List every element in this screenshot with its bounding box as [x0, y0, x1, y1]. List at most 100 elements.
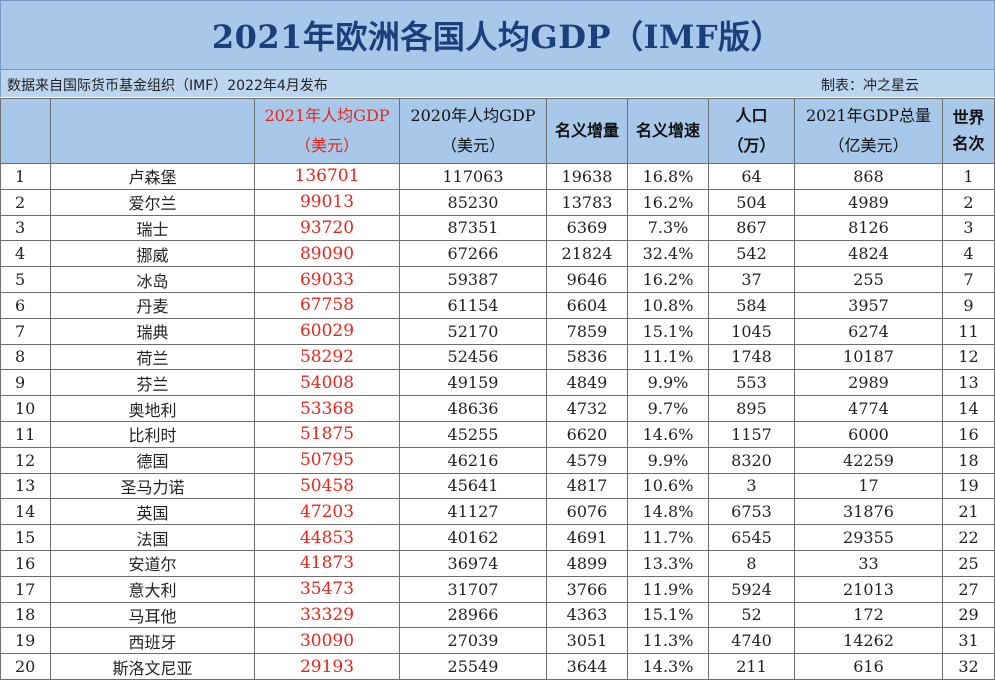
cell-nominal-growth[interactable]: 15.1%: [627, 317, 709, 345]
cell-population[interactable]: 542: [708, 240, 795, 268]
cell-rank[interactable]: 19: [0, 627, 51, 655]
cell-country[interactable]: 马耳他: [50, 601, 255, 629]
cell-nominal-increase[interactable]: 3644: [546, 653, 628, 680]
cell-world-rank[interactable]: 9: [942, 291, 995, 319]
cell-population[interactable]: 4740: [708, 627, 795, 655]
cell-country[interactable]: 芬兰: [50, 369, 255, 397]
cell-rank[interactable]: 15: [0, 524, 51, 551]
cell-gdp-total[interactable]: 21013: [794, 575, 943, 603]
cell-nominal-increase[interactable]: 4849: [546, 369, 628, 397]
cell-world-rank[interactable]: 1: [942, 163, 995, 190]
cell-country[interactable]: 挪威: [50, 240, 255, 268]
cell-rank[interactable]: 1: [0, 163, 51, 190]
cell-gdp-total[interactable]: 42259: [794, 446, 943, 474]
cell-nominal-increase[interactable]: 4817: [546, 472, 628, 500]
cell-gdp-2020[interactable]: 117063: [399, 163, 547, 190]
cell-gdp-2021[interactable]: 67758: [254, 291, 400, 319]
cell-nominal-growth[interactable]: 11.9%: [627, 575, 709, 603]
cell-world-rank[interactable]: 11: [942, 317, 995, 345]
cell-world-rank[interactable]: 12: [942, 343, 995, 371]
cell-country[interactable]: 冰岛: [50, 266, 255, 293]
cell-gdp-2021[interactable]: 54008: [254, 369, 400, 397]
cell-nominal-growth[interactable]: 15.1%: [627, 601, 709, 629]
cell-gdp-2020[interactable]: 41127: [399, 498, 547, 526]
cell-country[interactable]: 爱尔兰: [50, 188, 255, 216]
cell-nominal-increase[interactable]: 4732: [546, 395, 628, 422]
cell-population[interactable]: 1748: [708, 343, 795, 371]
cell-nominal-growth[interactable]: 14.8%: [627, 498, 709, 526]
cell-gdp-2021[interactable]: 99013: [254, 188, 400, 216]
cell-gdp-2021[interactable]: 51875: [254, 420, 400, 448]
cell-nominal-increase[interactable]: 4579: [546, 446, 628, 474]
cell-nominal-increase[interactable]: 4691: [546, 524, 628, 551]
cell-gdp-2020[interactable]: 40162: [399, 524, 547, 551]
cell-rank[interactable]: 6: [0, 291, 51, 319]
cell-nominal-growth[interactable]: 16.8%: [627, 163, 709, 190]
cell-rank[interactable]: 4: [0, 240, 51, 268]
cell-country[interactable]: 丹麦: [50, 291, 255, 319]
cell-gdp-total[interactable]: 33: [794, 549, 943, 577]
cell-gdp-total[interactable]: 31876: [794, 498, 943, 526]
cell-country[interactable]: 卢森堡: [50, 163, 255, 190]
cell-world-rank[interactable]: 27: [942, 575, 995, 603]
cell-gdp-2020[interactable]: 45641: [399, 472, 547, 500]
cell-gdp-total[interactable]: 4824: [794, 240, 943, 268]
cell-gdp-total[interactable]: 4989: [794, 188, 943, 216]
cell-population[interactable]: 52: [708, 601, 795, 629]
cell-population[interactable]: 1157: [708, 420, 795, 448]
cell-rank[interactable]: 9: [0, 369, 51, 397]
cell-gdp-2020[interactable]: 85230: [399, 188, 547, 216]
cell-world-rank[interactable]: 25: [942, 549, 995, 577]
cell-population[interactable]: 584: [708, 291, 795, 319]
cell-nominal-increase[interactable]: 19638: [546, 163, 628, 190]
cell-gdp-2020[interactable]: 25549: [399, 653, 547, 680]
cell-gdp-total[interactable]: 29355: [794, 524, 943, 551]
cell-gdp-2021[interactable]: 29193: [254, 653, 400, 680]
cell-nominal-growth[interactable]: 11.7%: [627, 524, 709, 551]
cell-gdp-2020[interactable]: 87351: [399, 214, 547, 242]
cell-gdp-total[interactable]: 6000: [794, 420, 943, 448]
cell-nominal-growth[interactable]: 9.9%: [627, 446, 709, 474]
cell-country[interactable]: 安道尔: [50, 549, 255, 577]
cell-country[interactable]: 比利时: [50, 420, 255, 448]
cell-gdp-2021[interactable]: 44853: [254, 524, 400, 551]
cell-gdp-2021[interactable]: 50458: [254, 472, 400, 500]
cell-population[interactable]: 3: [708, 472, 795, 500]
cell-nominal-increase[interactable]: 6369: [546, 214, 628, 242]
cell-world-rank[interactable]: 16: [942, 420, 995, 448]
cell-nominal-growth[interactable]: 11.1%: [627, 343, 709, 371]
cell-world-rank[interactable]: 31: [942, 627, 995, 655]
cell-nominal-growth[interactable]: 9.7%: [627, 395, 709, 422]
header-gdp-2021[interactable]: 2021年人均GDP （美元）: [254, 98, 400, 164]
cell-nominal-increase[interactable]: 6076: [546, 498, 628, 526]
cell-nominal-increase[interactable]: 4899: [546, 549, 628, 577]
cell-gdp-2020[interactable]: 31707: [399, 575, 547, 603]
cell-rank[interactable]: 2: [0, 188, 51, 216]
cell-gdp-2020[interactable]: 48636: [399, 395, 547, 422]
cell-population[interactable]: 6753: [708, 498, 795, 526]
cell-gdp-2021[interactable]: 136701: [254, 163, 400, 190]
cell-gdp-2020[interactable]: 28966: [399, 601, 547, 629]
cell-gdp-2021[interactable]: 53368: [254, 395, 400, 422]
cell-gdp-2021[interactable]: 60029: [254, 317, 400, 345]
cell-gdp-2020[interactable]: 49159: [399, 369, 547, 397]
cell-gdp-2021[interactable]: 47203: [254, 498, 400, 526]
cell-nominal-increase[interactable]: 9646: [546, 266, 628, 293]
cell-rank[interactable]: 3: [0, 214, 51, 242]
cell-nominal-growth[interactable]: 14.6%: [627, 420, 709, 448]
cell-gdp-2020[interactable]: 36974: [399, 549, 547, 577]
cell-country[interactable]: 瑞典: [50, 317, 255, 345]
cell-gdp-2020[interactable]: 46216: [399, 446, 547, 474]
cell-country[interactable]: 斯洛文尼亚: [50, 653, 255, 680]
cell-gdp-total[interactable]: 868: [794, 163, 943, 190]
cell-world-rank[interactable]: 2: [942, 188, 995, 216]
cell-population[interactable]: 553: [708, 369, 795, 397]
cell-gdp-total[interactable]: 17: [794, 472, 943, 500]
cell-gdp-total[interactable]: 14262: [794, 627, 943, 655]
cell-rank[interactable]: 14: [0, 498, 51, 526]
cell-rank[interactable]: 8: [0, 343, 51, 371]
cell-world-rank[interactable]: 21: [942, 498, 995, 526]
cell-gdp-2021[interactable]: 89090: [254, 240, 400, 268]
cell-gdp-2020[interactable]: 59387: [399, 266, 547, 293]
cell-nominal-increase[interactable]: 7859: [546, 317, 628, 345]
